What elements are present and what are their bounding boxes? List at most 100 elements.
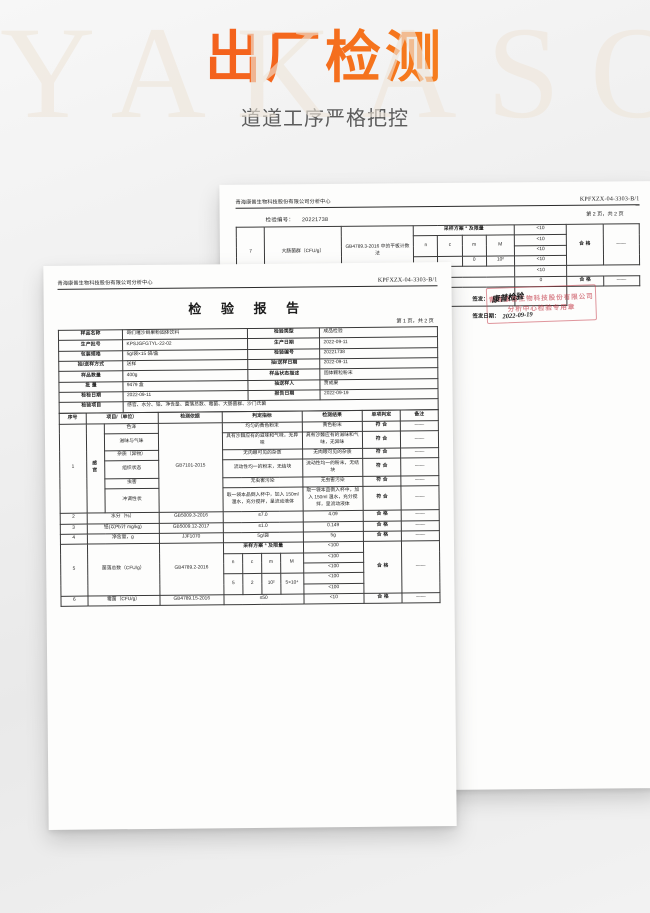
plan-label-n: n (223, 553, 243, 575)
plan-value-M: 10² (486, 255, 515, 267)
row-basis: JJF1070 (158, 532, 224, 544)
row-item: 净含量，g (86, 533, 159, 545)
sensory-criteria: 无虫害污染 (222, 476, 303, 488)
sensory-criteria: 具有沙棘应有的滋味和气味，无异味 (222, 431, 303, 450)
company-name-front: 青海康普生物科技股份有限公司分析中心 (57, 279, 153, 287)
page-header: YAKASO 出厂检测 道道工序严格把控 (0, 0, 650, 146)
sensory-criteria: 均匀的黄色粉末 (222, 421, 302, 433)
row-criteria: ≤1.0 (223, 521, 303, 533)
plan-label-m: m (261, 552, 281, 574)
verdict-salmonella: 合 格 (567, 275, 604, 287)
sensory-remark: —— (400, 447, 439, 459)
row-no: 3 (60, 523, 87, 535)
row-result: 5g (302, 531, 364, 543)
inspection-items-label: 检验项目 (59, 402, 124, 413)
result-cell: <10 (514, 224, 567, 236)
sensory-criteria: 取一袋本品倒入杯中，加入 150ml 温水，充分搅拌，呈流动液体 (222, 487, 303, 513)
col-header-verdict: 单项判定 (362, 410, 401, 421)
row-group-sensory: 感官 (85, 423, 106, 514)
info-label: 样品状态描述 (248, 369, 321, 381)
plan-label-n: n (413, 235, 438, 257)
sample-info-table: 样品名称 哥们噻沙鲜果粉固体饮料 检验类型 成品检验 生产批号 KPSJGFGT… (58, 326, 439, 413)
plan-label-c: c (242, 553, 262, 574)
row-item-mold: 霉菌（CFU/g） (87, 595, 160, 607)
row-basis-sensory: GB7101-2015 (157, 422, 224, 513)
issue-date-row: 签发日期： 2022-09-19 (472, 310, 622, 320)
result-cell: <10 (514, 245, 567, 256)
page-indicator-back: 第 2 页，共 2 页 (586, 210, 624, 218)
sensory-remark: —— (400, 458, 439, 476)
info-label: 检验类型 (247, 327, 320, 339)
doc-code-front: KPFXZX-04-3303-B/1 (377, 277, 438, 284)
doc-header-front: 青海康普生物科技股份有限公司分析中心 KPFXZX-04-3303-B/1 (57, 276, 438, 290)
result-cell: <10 (514, 234, 567, 246)
row-remark-mold: —— (401, 592, 441, 604)
issue-date-label: 签发日期： (472, 313, 500, 320)
sensory-char-2: 官 (92, 468, 100, 474)
report-page-1[interactable]: 青海康普生物科技股份有限公司分析中心 KPFXZX-04-3303-B/1 检 … (43, 262, 457, 830)
row-remark-plate: —— (401, 540, 440, 593)
info-label: 抽/送样方式 (58, 360, 124, 372)
col-header-remark: 备注 (400, 409, 439, 421)
row-criteria: 5g/袋 (223, 531, 303, 544)
info-label: 抽送样人 (248, 379, 321, 391)
sensory-result: 无肉眼可见的杂质 (302, 448, 363, 460)
sensory-verdict: 符 合 (363, 486, 402, 511)
row-basis: GB5009.12-2017 (158, 522, 224, 534)
signature-block: 签发： 康普检验 青海康普生物科技股份有限公司 分析中心检验专用章 签发日期： … (472, 284, 622, 327)
info-label: 生产批号 (58, 340, 124, 351)
row-item: 铅(以Pb计 mg/kg) (86, 522, 159, 535)
row-verdict-mold: 合 格 (364, 592, 403, 604)
sensory-result: 流动性均一的粉末，无结块 (302, 458, 363, 477)
row-no-sensory: 1 (59, 423, 87, 514)
row-remark: —— (401, 530, 440, 542)
info-label: 生产日期 (247, 338, 321, 350)
plan-value-M: 5×10⁴ (280, 573, 304, 595)
col-header-item: 项目/（单位） (85, 412, 158, 424)
sensory-result: 取一袋本品倒入杯中，加入 150ml 温水，充分搅拌，呈流动液体 (302, 486, 364, 512)
info-label: 样品数量 (58, 371, 124, 382)
plate-result: <100 (303, 552, 364, 563)
doc-code-back: KPFXZX-04-3303-B/1 (579, 196, 640, 203)
row-result: 4.09 (302, 510, 364, 522)
row-basis-plate: GB4789.2-2016 (158, 543, 224, 596)
sensory-remark: —— (400, 430, 439, 449)
result-cell: <10 (514, 265, 568, 277)
plan-label-c: c (437, 235, 463, 257)
row-verdict: 合 格 (363, 530, 402, 542)
sensory-remark: —— (400, 475, 439, 487)
info-label: 检验编号 (248, 348, 321, 360)
row-no-mold: 6 (60, 595, 88, 607)
row-item: 水分（%） (86, 512, 159, 524)
plate-result: <100 (303, 583, 365, 594)
verdict-coliform: 合 格 (566, 224, 604, 266)
row-remark: —— (401, 509, 440, 521)
sampling-plan-header-front: 采样方案 ª 及限量 (223, 542, 304, 554)
inspection-number-label: 检验编号： (265, 217, 295, 224)
plan-value-m: 10² (261, 573, 281, 595)
row-criteria: ≤7.0 (223, 511, 303, 523)
company-name-back: 青海康普生物科技股份有限公司分析中心 (235, 198, 331, 206)
sensory-criteria: 流动性均一的粉末，无结块 (222, 459, 303, 478)
row-no: 2 (60, 513, 87, 524)
page-subtitle: 道道工序严格把控 (241, 108, 409, 131)
row-result-mold: <10 (303, 593, 365, 605)
results-table-front: 序号 项目/（单位） 检测依据 判定指标 检测结果 单项判定 备注 1 感官 色… (59, 409, 441, 607)
row-no: 4 (60, 534, 87, 545)
table-row: 6 霉菌（CFU/g） GB4789.15-2016 ≤50 <10 合 格 —… (60, 592, 441, 607)
sensory-verdict: 符 合 (362, 448, 401, 459)
sensory-verdict: 符 合 (362, 458, 401, 477)
table-row: 冲调性状 取一袋本品倒入杯中，加入 150ml 温水，充分搅拌，呈流动液体 取一… (60, 485, 440, 514)
issue-date-value: 2022-09-19 (502, 310, 534, 320)
remark-salmonella: —— (603, 275, 640, 287)
plan-label-M: M (280, 552, 304, 574)
sensory-item-name: 滋味与气味 (104, 433, 159, 452)
row-verdict: 合 格 (363, 510, 402, 522)
remark-coliform: —— (602, 223, 640, 266)
plate-result: <100 (303, 562, 364, 574)
result-cell: <10 (514, 255, 567, 267)
sensory-result: 黄色粉末 (301, 420, 363, 432)
sensory-result: 具有沙棘应有的滋味和气味，无异味 (301, 431, 363, 450)
plan-label-M: M (486, 235, 515, 257)
info-label: 报告日期 (248, 389, 321, 401)
